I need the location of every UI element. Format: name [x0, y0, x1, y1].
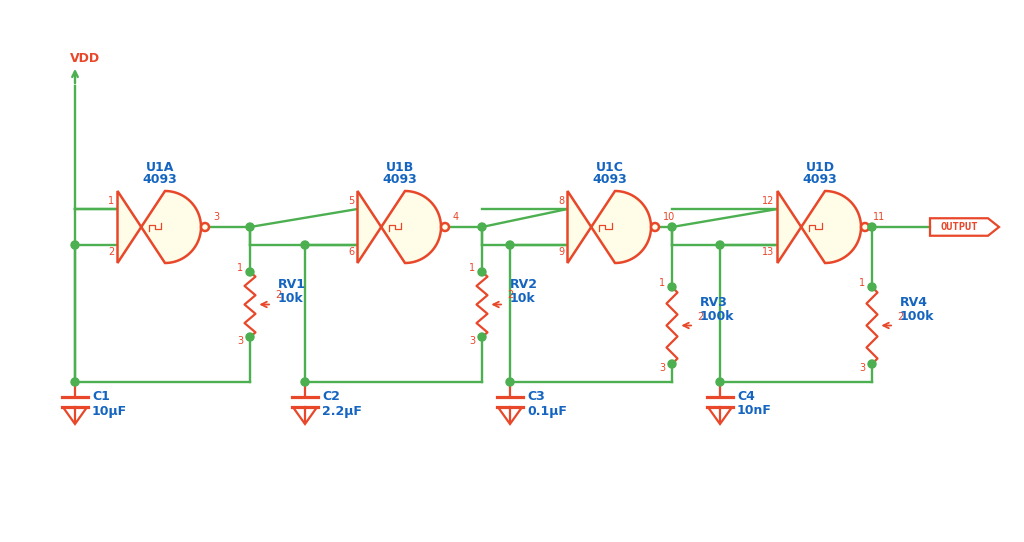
- Text: 10k: 10k: [278, 292, 304, 305]
- Circle shape: [441, 223, 449, 231]
- Text: VDD: VDD: [70, 52, 100, 65]
- Text: 0.1μF: 0.1μF: [527, 404, 567, 417]
- Circle shape: [668, 223, 676, 231]
- Text: 1: 1: [237, 263, 243, 273]
- Circle shape: [861, 223, 869, 231]
- Circle shape: [246, 223, 254, 231]
- Text: 4093: 4093: [383, 173, 418, 186]
- Text: U1D: U1D: [806, 160, 835, 173]
- Text: 9: 9: [558, 247, 564, 257]
- Circle shape: [301, 241, 309, 249]
- Text: 4093: 4093: [142, 173, 177, 186]
- Text: 10k: 10k: [510, 292, 536, 305]
- Circle shape: [478, 268, 486, 276]
- Text: 1: 1: [109, 196, 115, 206]
- Circle shape: [868, 360, 876, 368]
- Circle shape: [301, 378, 309, 386]
- Circle shape: [506, 378, 514, 386]
- Text: 100k: 100k: [700, 309, 734, 322]
- Text: U1A: U1A: [145, 160, 174, 173]
- Text: 2.2μF: 2.2μF: [322, 404, 361, 417]
- Circle shape: [506, 241, 514, 249]
- Text: 4: 4: [453, 212, 459, 222]
- Text: 4093: 4093: [593, 173, 628, 186]
- Text: 3: 3: [237, 336, 243, 346]
- Text: 10: 10: [663, 212, 675, 222]
- Circle shape: [201, 223, 209, 231]
- Text: 2: 2: [697, 312, 703, 321]
- Text: C4: C4: [737, 390, 755, 403]
- Polygon shape: [118, 191, 201, 263]
- Text: C1: C1: [92, 390, 110, 403]
- Circle shape: [668, 360, 676, 368]
- Text: 2: 2: [275, 291, 282, 300]
- Circle shape: [246, 268, 254, 276]
- Text: C3: C3: [527, 390, 545, 403]
- Text: 11: 11: [873, 212, 886, 222]
- Text: RV3: RV3: [700, 296, 728, 309]
- Circle shape: [868, 283, 876, 291]
- Text: 3: 3: [859, 363, 865, 373]
- Text: OUTPUT: OUTPUT: [940, 222, 978, 232]
- Text: 10μF: 10μF: [92, 404, 127, 417]
- Text: U1C: U1C: [596, 160, 624, 173]
- Circle shape: [651, 223, 659, 231]
- Text: 5: 5: [348, 196, 354, 206]
- Text: 2: 2: [507, 291, 513, 300]
- Text: 3: 3: [469, 336, 475, 346]
- Circle shape: [478, 333, 486, 341]
- Circle shape: [246, 333, 254, 341]
- Text: 100k: 100k: [900, 309, 935, 322]
- Polygon shape: [357, 191, 441, 263]
- Circle shape: [71, 378, 79, 386]
- Text: 1: 1: [469, 263, 475, 273]
- Circle shape: [478, 223, 486, 231]
- Text: 13: 13: [762, 247, 774, 257]
- Text: 2: 2: [109, 247, 115, 257]
- Text: 12: 12: [762, 196, 774, 206]
- Text: 4093: 4093: [803, 173, 838, 186]
- Text: 6: 6: [348, 247, 354, 257]
- Circle shape: [71, 241, 79, 249]
- Polygon shape: [567, 191, 651, 263]
- Text: 8: 8: [558, 196, 564, 206]
- Circle shape: [668, 283, 676, 291]
- Text: 3: 3: [213, 212, 219, 222]
- Circle shape: [716, 241, 724, 249]
- Text: RV4: RV4: [900, 296, 928, 309]
- Text: 2: 2: [897, 312, 903, 321]
- Text: C2: C2: [322, 390, 340, 403]
- Text: 1: 1: [859, 278, 865, 288]
- Text: 10nF: 10nF: [737, 404, 772, 417]
- Circle shape: [868, 223, 876, 231]
- Circle shape: [716, 378, 724, 386]
- Text: RV1: RV1: [278, 278, 306, 291]
- Text: 3: 3: [658, 363, 665, 373]
- Text: U1B: U1B: [386, 160, 414, 173]
- Polygon shape: [777, 191, 861, 263]
- Text: 1: 1: [658, 278, 665, 288]
- Text: RV2: RV2: [510, 278, 538, 291]
